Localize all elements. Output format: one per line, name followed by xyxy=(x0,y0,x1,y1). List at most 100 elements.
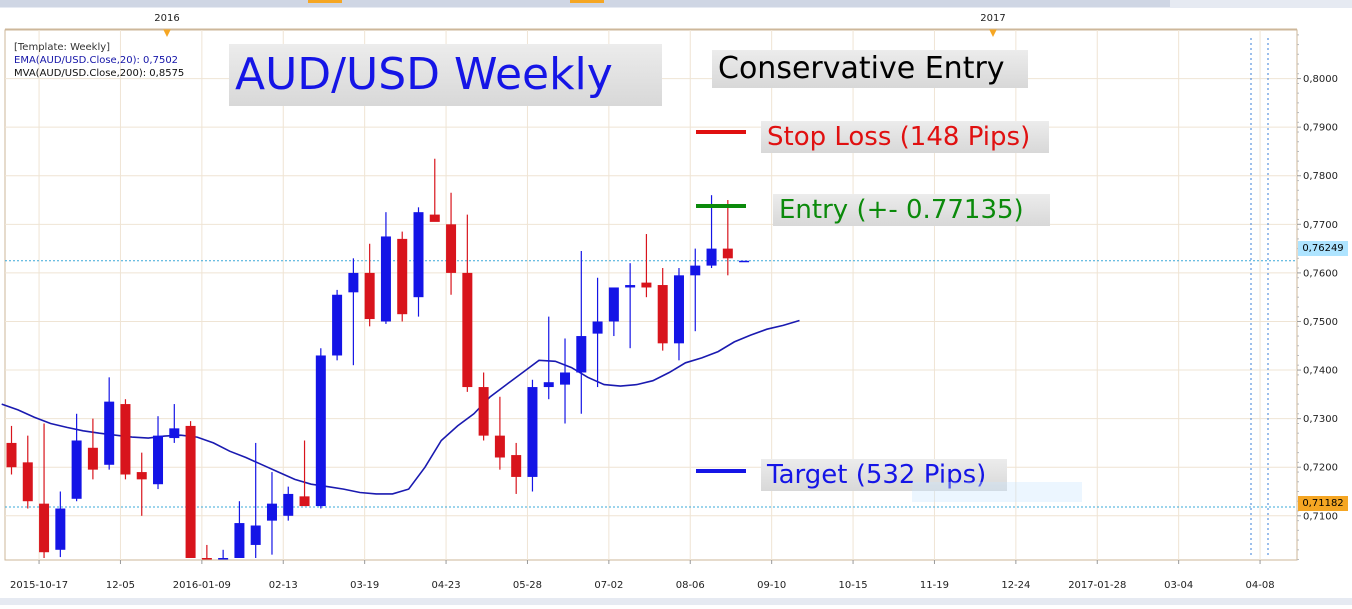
candle xyxy=(478,372,489,441)
candle xyxy=(673,268,684,361)
candle-body xyxy=(478,387,489,436)
candle-body xyxy=(413,212,424,298)
candle xyxy=(511,442,522,494)
chart-subtitle: Conservative Entry xyxy=(718,51,1005,86)
candle xyxy=(739,260,750,263)
candle xyxy=(299,440,310,507)
top-scrollbar-thumb[interactable] xyxy=(0,0,1170,7)
candle-body xyxy=(299,496,310,507)
candle-body xyxy=(22,462,33,502)
candle-body xyxy=(576,336,587,373)
candle xyxy=(494,396,505,470)
candle-body xyxy=(543,382,554,388)
axis-layer: 0,8000 0,7900 0,7800 0,7700 0,7600 0,7500 0,74… xyxy=(5,13,1338,591)
marker-layer xyxy=(696,130,746,473)
candle xyxy=(543,316,554,400)
candle-body xyxy=(218,558,229,560)
y-tick-label: 0,7700 xyxy=(1303,220,1338,231)
y-tick-label: 0,7200 xyxy=(1303,463,1338,474)
candle xyxy=(266,472,277,555)
candle xyxy=(185,421,196,558)
candle-body xyxy=(136,472,147,480)
candle-body xyxy=(332,294,343,356)
candle-body xyxy=(39,503,50,553)
candle-body xyxy=(397,238,408,315)
y-tick-label: 0,7100 xyxy=(1303,511,1338,522)
x-tick-label: 04-08 xyxy=(1246,580,1275,591)
candle xyxy=(234,501,245,558)
candle xyxy=(104,377,115,470)
candle-body xyxy=(608,287,619,322)
candle xyxy=(397,231,408,322)
chart-title-box: AUD/USD Weekly xyxy=(229,44,662,106)
candle-body xyxy=(234,523,245,558)
candle xyxy=(250,442,261,558)
candle-body xyxy=(625,285,636,288)
candle xyxy=(364,243,375,327)
candle xyxy=(641,234,652,298)
y-tick-label: 0,7500 xyxy=(1303,317,1338,328)
candle-body xyxy=(527,387,538,477)
candle-body xyxy=(71,440,82,499)
candle xyxy=(153,416,164,490)
x-tick-label: 03-04 xyxy=(1164,580,1193,591)
entry-label-box: Entry (+- 0.77135) xyxy=(773,194,1050,226)
top-year-label: 2017 xyxy=(980,13,1005,24)
x-tick-label: 11-19 xyxy=(920,580,949,591)
y-tick-label: 0,7600 xyxy=(1303,268,1338,279)
candle xyxy=(625,263,636,349)
candle xyxy=(527,379,538,492)
x-tick-label: 08-06 xyxy=(676,580,705,591)
top-scrollbar-marker-2 xyxy=(570,0,604,3)
x-tick-label: 07-02 xyxy=(594,580,623,591)
entry-label: Entry (+- 0.77135) xyxy=(779,195,1024,225)
candle xyxy=(6,425,17,475)
candle-body xyxy=(446,224,457,273)
candle-body xyxy=(266,503,277,521)
candle xyxy=(413,207,424,317)
candle-body xyxy=(739,260,750,263)
candle-body xyxy=(429,214,440,222)
candle xyxy=(55,491,66,558)
x-tick-label: 2017-01-28 xyxy=(1068,580,1126,591)
year-marker-icon xyxy=(163,29,171,37)
candle xyxy=(315,348,326,509)
candle-body xyxy=(673,275,684,344)
x-tick-label: 03-19 xyxy=(350,580,379,591)
candle xyxy=(592,277,603,388)
x-tick-label: 2015-10-17 xyxy=(10,580,68,591)
candle-body xyxy=(315,355,326,507)
y-tick-label: 0,7800 xyxy=(1303,171,1338,182)
candle-body xyxy=(380,236,391,322)
candle-body xyxy=(641,282,652,288)
snip-watermark xyxy=(912,482,1082,502)
y-tick-label: 0,8000 xyxy=(1303,74,1338,85)
legend-mva: MVA(AUD/USD.Close,200): 0,8575 xyxy=(14,68,185,79)
top-year-label: 2016 xyxy=(154,13,179,24)
candle xyxy=(332,289,343,361)
candle xyxy=(283,486,294,521)
ema-layer xyxy=(1,319,800,495)
candle xyxy=(39,423,50,558)
x-tick-label: 12-05 xyxy=(106,580,135,591)
candle xyxy=(608,287,619,337)
candle xyxy=(87,418,98,480)
candle xyxy=(380,212,391,324)
candle xyxy=(136,452,147,516)
x-tick-label: 09-10 xyxy=(757,580,786,591)
target-price-tag: 0,71182 xyxy=(1298,496,1348,511)
candle-body xyxy=(494,435,505,458)
candle-body xyxy=(560,372,571,385)
candle-layer xyxy=(6,158,750,560)
ema-line xyxy=(1,319,800,495)
indicator-legend: [Template: Weekly] EMA(AUD/USD.Close,20)… xyxy=(14,41,184,80)
x-tick-label: 12-24 xyxy=(1001,580,1030,591)
bottom-scrollbar[interactable] xyxy=(0,598,1352,605)
candle xyxy=(429,158,440,222)
candle xyxy=(722,200,733,276)
level-lines xyxy=(5,38,1297,556)
candle-body xyxy=(185,425,196,558)
candle xyxy=(446,192,457,295)
candle-body xyxy=(120,404,131,475)
